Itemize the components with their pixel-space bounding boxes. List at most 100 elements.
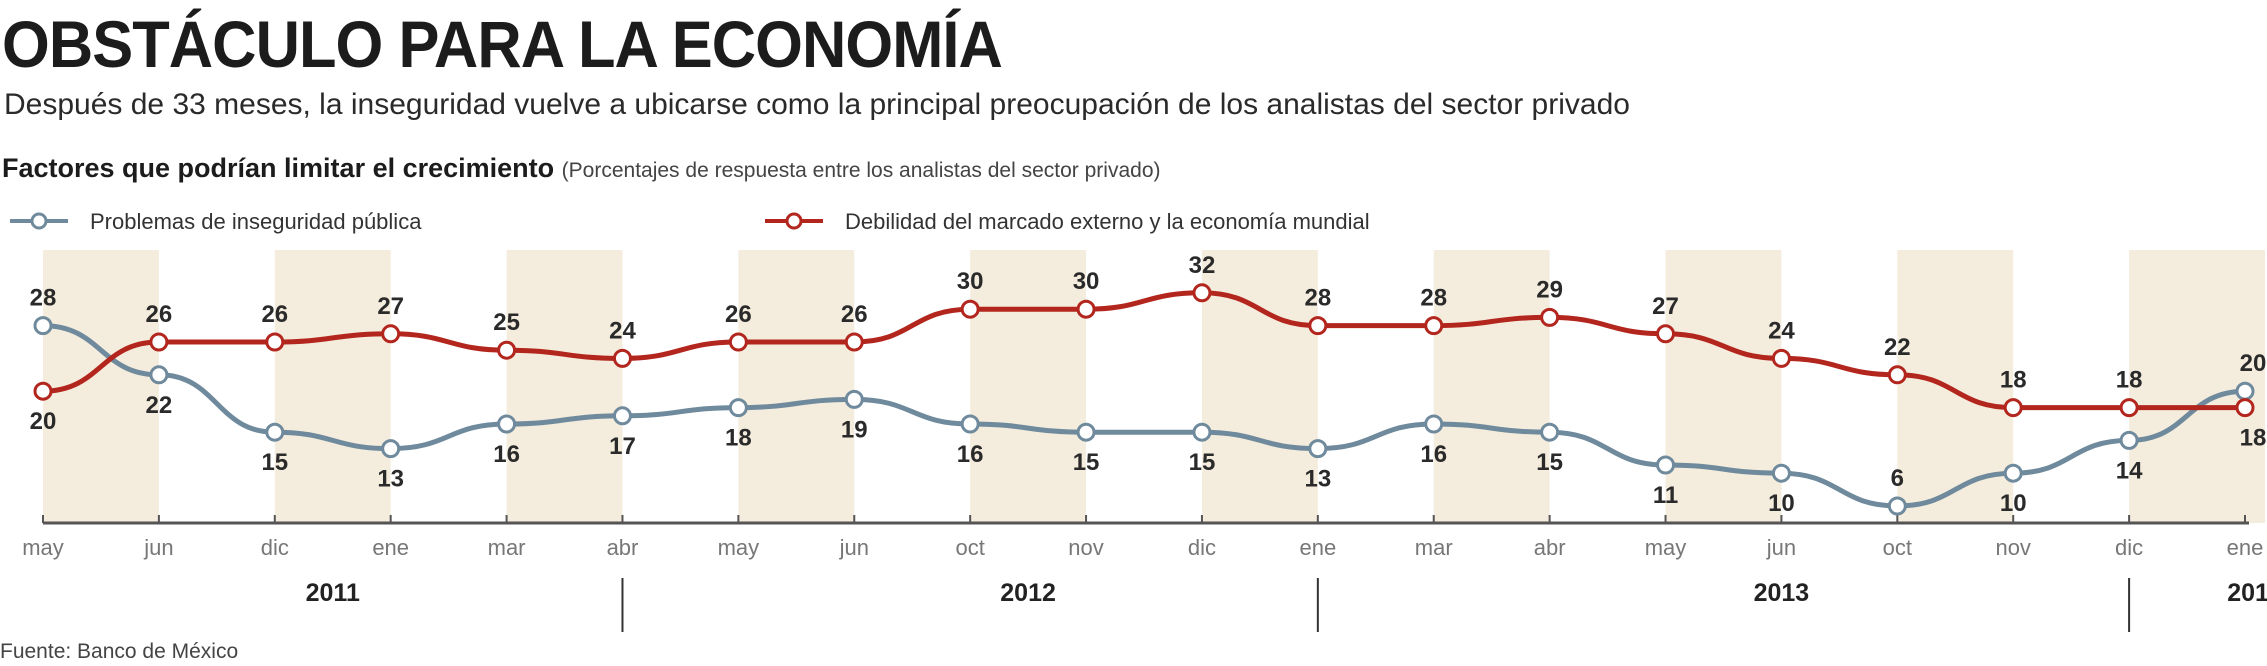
x-tick-label: mar [1415,535,1453,560]
data-label: 18 [2000,367,2027,394]
chart-note: (Porcentajes de respuesta entre los anal… [561,159,1161,182]
x-tick-label: mar [488,535,526,560]
data-point [1192,283,1212,303]
data-label: 28 [30,285,57,312]
year-label: 2014 [2227,579,2267,607]
data-label: 26 [146,301,173,328]
data-label: 17 [609,433,636,460]
x-tick-label: ene [1299,535,1336,560]
data-point [1771,348,1791,368]
x-tick-label: abr [607,535,639,560]
data-point [1540,422,1560,442]
data-label: 29 [1536,276,1563,303]
year-label: 2013 [1754,579,1810,607]
shaded-band [1897,250,2014,523]
chart-heading: Factores que podrían limitar el crecimie… [2,153,1161,184]
page-title: OBSTÁCULO PARA LA ECONOMÍA [2,7,1003,81]
data-point [1076,299,1096,319]
data-point [960,299,980,319]
data-label: 27 [1652,293,1679,320]
data-point [33,316,53,336]
shaded-band [1201,250,1318,523]
data-point [844,332,864,352]
data-point [612,406,632,426]
data-label: 18 [725,425,752,452]
data-label: 16 [957,441,984,468]
x-tick-label: oct [955,535,984,560]
data-label: 18 [2240,425,2267,452]
data-point [960,414,980,434]
x-tick-label: jun [839,535,869,560]
shaded-band [2129,250,2245,523]
data-label: 15 [261,449,288,476]
x-tick-label: nov [1068,535,1103,560]
data-label: 28 [1304,285,1331,312]
data-label: 26 [725,301,752,328]
data-point [265,422,285,442]
x-tick-label: jun [1766,535,1796,560]
data-point [1887,496,1907,516]
shaded-band [43,250,159,523]
data-point [728,398,748,418]
data-label: 22 [1884,334,1911,361]
data-point [1424,414,1444,434]
shaded-band [738,250,855,523]
data-point [1656,324,1676,344]
year-label: 2011 [306,579,360,607]
x-tick-label: abr [1534,535,1566,560]
data-label: 16 [1420,441,1447,468]
chart-title: Factores que podrían limitar el crecimie… [2,153,555,183]
data-label: 27 [377,293,404,320]
legend-label: Problemas de inseguridad pública [90,209,422,234]
data-label: 15 [1536,449,1563,476]
data-point [2003,398,2023,418]
legend-label: Debilidad del marcado externo y la econo… [845,209,1370,234]
data-point [728,332,748,352]
data-label: 10 [2000,490,2027,517]
data-label: 26 [261,301,288,328]
data-point [265,332,285,352]
data-label: 18 [2116,367,2143,394]
data-label: 10 [1768,490,1795,517]
source-note: Fuente: Banco de México [0,640,239,663]
x-tick-label: may [718,535,760,560]
x-tick-label: dic [261,535,289,560]
data-point [1540,307,1560,327]
data-label: 22 [146,392,173,419]
shaded-band [1433,250,1550,523]
data-point [1771,463,1791,483]
series-line-debilidad-externa [42,290,2245,411]
data-point [1192,422,1212,442]
data-point [1308,439,1328,459]
x-tick-label: dic [1188,535,1216,560]
shaded-band [2245,250,2265,523]
data-point [381,324,401,344]
data-label: 13 [1304,466,1331,493]
data-label: 24 [1768,317,1795,344]
data-label: 25 [493,309,520,336]
data-point [33,381,53,401]
shaded-band [1665,250,1782,523]
data-label: 32 [1189,252,1216,279]
data-point [1656,455,1676,475]
data-label: 16 [493,441,520,468]
x-tick-label: may [22,535,64,560]
data-label: 20 [2240,350,2267,377]
data-label: 13 [377,466,404,493]
data-label: 11 [1653,482,1678,509]
data-point [1887,365,1907,385]
data-point [2119,430,2139,450]
x-tick-label: oct [1883,535,1912,560]
data-label: 28 [1420,285,1447,312]
data-point [497,414,517,434]
data-point [1308,316,1328,336]
data-label: 15 [1073,449,1100,476]
data-point [2235,398,2255,418]
x-tick-label: may [1645,535,1687,560]
x-tick-label: dic [2115,535,2143,560]
data-point [381,439,401,459]
year-label: 2012 [1000,579,1056,607]
data-point [1076,422,1096,442]
data-label: 26 [841,301,868,328]
data-label: 19 [841,416,868,443]
